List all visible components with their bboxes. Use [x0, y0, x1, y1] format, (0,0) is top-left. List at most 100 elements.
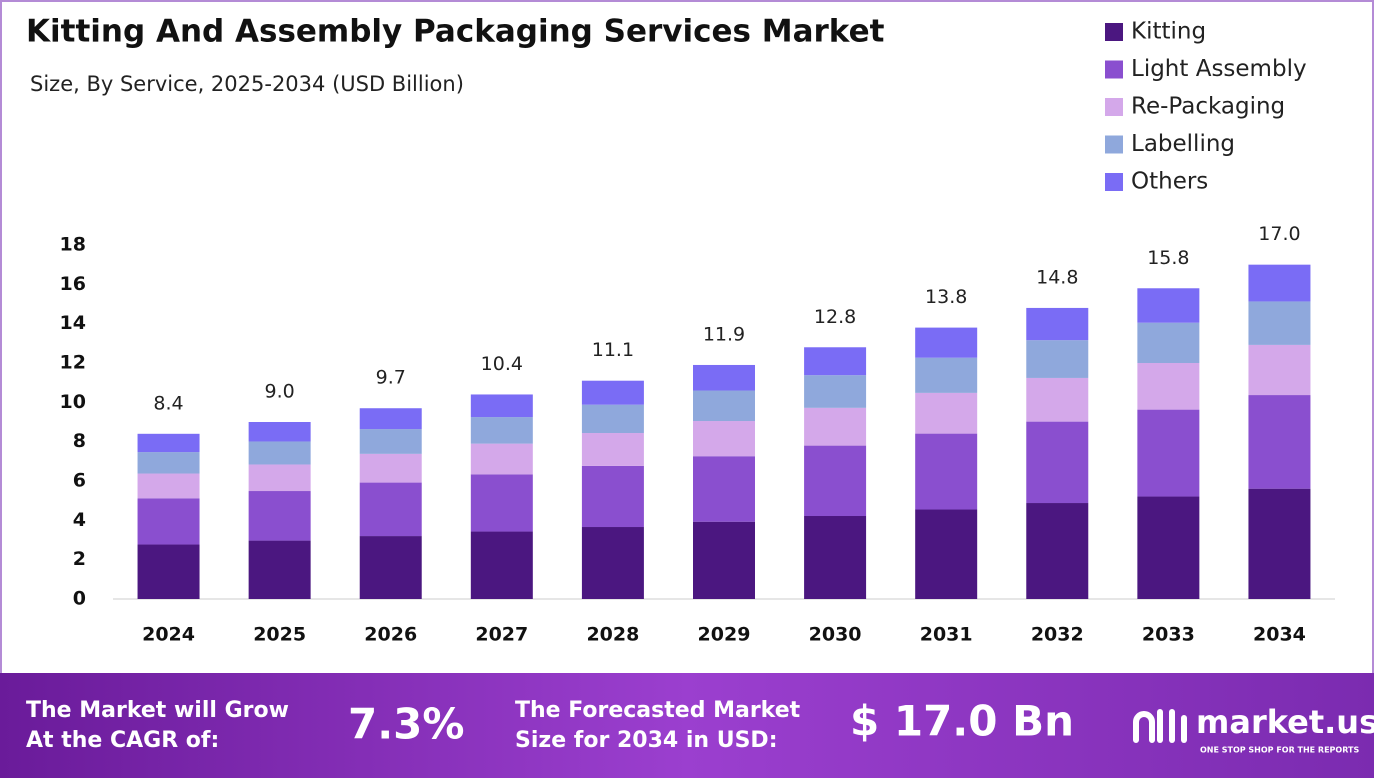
- legend-label: Others: [1131, 169, 1208, 195]
- bar-segment: [804, 516, 867, 599]
- bar-segment: [915, 357, 978, 393]
- bar-segment: [248, 540, 311, 599]
- y-tick-label: 8: [73, 430, 86, 452]
- tagline: ONE STOP SHOP FOR THE REPORTS: [1200, 746, 1359, 755]
- x-tick-label: 2025: [253, 624, 306, 646]
- y-tick-label: 10: [60, 391, 86, 413]
- bar-segment: [1137, 363, 1200, 410]
- total-label: 13.8: [925, 286, 967, 308]
- bar-segment: [1026, 340, 1089, 378]
- total-label: 9.0: [265, 381, 295, 403]
- legend-swatch: [1105, 98, 1123, 116]
- legend-label: Light Assembly: [1131, 56, 1307, 82]
- bar-segment: [693, 364, 755, 391]
- x-tick-label: 2027: [475, 624, 528, 646]
- bar-segment: [915, 392, 978, 434]
- bar-segment: [359, 453, 422, 483]
- chart-title: Kitting And Assembly Packaging Services …: [26, 14, 885, 50]
- total-label: 10.4: [481, 353, 523, 375]
- total-label: 15.8: [1147, 247, 1189, 269]
- bar-segment: [1248, 301, 1311, 345]
- footer-text: The Market will Grow: [26, 698, 289, 723]
- bar-segment: [1248, 264, 1311, 302]
- y-tick-label: 14: [60, 312, 86, 334]
- bar-segment: [581, 404, 644, 434]
- y-tick-label: 16: [60, 273, 86, 295]
- x-tick-label: 2032: [1031, 624, 1084, 646]
- bar-segment: [581, 465, 644, 528]
- legend: Kitting Light Assembly Re-Packaging Labelli…: [1105, 19, 1307, 195]
- x-tick-label: 2028: [586, 624, 639, 646]
- total-label: 11.1: [592, 339, 634, 361]
- bar-segment: [1248, 344, 1311, 396]
- bar-segment: [470, 531, 533, 599]
- bar-segment: [693, 421, 755, 457]
- total-label: 12.8: [814, 306, 856, 328]
- bar-segment: [1137, 288, 1200, 323]
- legend-swatch: [1105, 135, 1123, 154]
- footer-band: [0, 673, 1374, 778]
- legend-label: Labelling: [1131, 131, 1235, 157]
- bar-segment: [137, 498, 200, 545]
- legend-label: Kitting: [1131, 19, 1206, 45]
- total-label: 11.9: [703, 323, 745, 345]
- legend-swatch: [1105, 173, 1123, 191]
- brand-logo: [1133, 709, 1187, 743]
- y-tick-label: 0: [73, 588, 86, 610]
- bar-segment: [1026, 421, 1089, 504]
- bar-segment: [915, 509, 978, 599]
- y-tick-label: 4: [73, 509, 86, 531]
- bar-segment: [1137, 409, 1200, 497]
- bar-segment: [693, 390, 755, 422]
- bar-segment: [359, 429, 422, 454]
- bar-segment: [693, 456, 755, 522]
- bar-segment: [804, 375, 867, 408]
- bar-segment: [581, 527, 644, 599]
- bar-segment: [804, 347, 867, 376]
- bar-segment: [804, 445, 867, 517]
- chart-subtitle: Size, By Service, 2025-2034 (USD Billion…: [30, 72, 464, 96]
- bar-segment: [137, 433, 200, 453]
- bar-segment: [470, 474, 533, 532]
- bar-segment: [248, 464, 311, 492]
- bar-segment: [359, 536, 422, 599]
- bar-segment: [137, 473, 200, 499]
- footer-text: Size for 2034 in USD:: [515, 728, 778, 753]
- bar-segment: [1137, 496, 1200, 599]
- bar-segment: [359, 482, 422, 537]
- bar-segment: [470, 394, 533, 418]
- x-tick-label: 2029: [698, 624, 751, 646]
- x-tick-label: 2031: [920, 624, 973, 646]
- bar-segment: [915, 327, 978, 358]
- cagr-value: 7.3%: [348, 700, 464, 749]
- bar-segment: [248, 441, 311, 465]
- y-tick-label: 6: [73, 470, 86, 492]
- legend-swatch: [1105, 60, 1123, 79]
- bar-segment: [581, 433, 644, 466]
- total-label: 14.8: [1036, 266, 1078, 288]
- bar-segment: [581, 380, 644, 405]
- bar-segment: [1248, 488, 1311, 599]
- bar-segment: [470, 443, 533, 475]
- brand: market.us: [1196, 703, 1374, 741]
- bar-segment: [693, 521, 755, 599]
- bar-segment: [359, 408, 422, 430]
- bar-segment: [470, 417, 533, 444]
- legend-label: Re-Packaging: [1131, 94, 1285, 120]
- y-tick-label: 2: [73, 548, 86, 570]
- bar-segment: [248, 491, 311, 541]
- plot: 0 2 4 6 8 10 12 14 16 18 8.4 2024 9.0 2025 9.7 2026 10.4…: [60, 223, 1335, 646]
- bar-segment: [248, 422, 311, 442]
- x-tick-label: 2030: [809, 624, 862, 646]
- forecast-value: $ 17.0 Bn: [850, 697, 1074, 746]
- x-tick-label: 2026: [364, 624, 417, 646]
- footer-text: The Forecasted Market: [515, 698, 801, 723]
- bar-segment: [915, 433, 978, 510]
- y-tick-label: 18: [60, 234, 86, 256]
- bar-segment: [1026, 503, 1089, 599]
- footer-text: At the CAGR of:: [26, 728, 219, 753]
- bar-segment: [137, 544, 200, 599]
- bar-segment: [137, 452, 200, 474]
- x-tick-label: 2024: [142, 624, 195, 646]
